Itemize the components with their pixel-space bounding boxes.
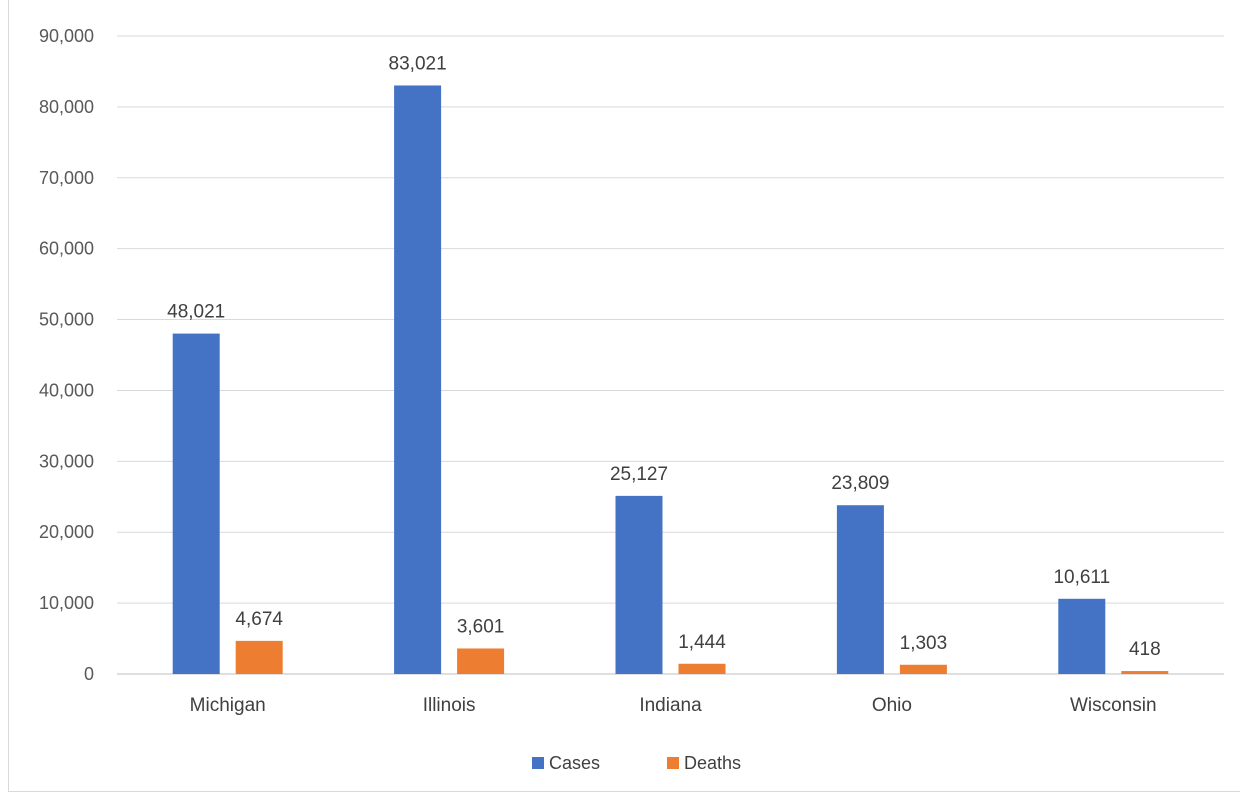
y-tick-label: 0 — [84, 664, 94, 684]
bar-deaths — [457, 648, 505, 674]
y-tick-label: 30,000 — [39, 451, 94, 471]
y-tick-label: 40,000 — [39, 380, 94, 400]
data-label: 1,444 — [678, 632, 726, 653]
y-tick-label: 70,000 — [39, 168, 94, 188]
x-tick-label: Ohio — [872, 695, 912, 716]
bar-deaths — [1121, 671, 1169, 674]
y-tick-label: 90,000 — [39, 26, 94, 46]
x-tick-label: Michigan — [190, 695, 266, 716]
bar-deaths — [678, 663, 726, 674]
data-label: 48,021 — [167, 302, 225, 323]
legend-label: Deaths — [684, 753, 741, 773]
data-label: 3,601 — [457, 616, 505, 637]
data-label: 23,809 — [831, 473, 889, 494]
data-label: 4,674 — [235, 609, 283, 630]
bar-deaths — [235, 640, 283, 674]
y-tick-label: 10,000 — [39, 593, 94, 613]
chart-frame: 0 10,000 20,000 30,000 40,000 50,000 60,000 70,… — [8, 0, 1240, 792]
x-tick-label: Indiana — [639, 695, 702, 716]
legend-label: Cases — [549, 753, 600, 773]
data-label: 83,021 — [389, 53, 447, 74]
bar-cases — [394, 85, 442, 674]
data-label: 10,611 — [1053, 567, 1110, 588]
legend-swatch-cases — [532, 757, 544, 769]
x-tick-label: Illinois — [423, 695, 476, 716]
bar-cases — [1058, 598, 1106, 674]
y-tick-label: 20,000 — [39, 522, 94, 542]
y-tick-label: 80,000 — [39, 97, 94, 117]
bar-cases — [172, 333, 220, 674]
x-tick-label: Wisconsin — [1070, 695, 1157, 716]
data-label: 1,303 — [900, 633, 948, 654]
y-tick-label: 60,000 — [39, 239, 94, 259]
data-label: 418 — [1129, 639, 1161, 660]
bar-cases — [836, 505, 884, 674]
y-tick-label: 50,000 — [39, 310, 94, 330]
legend-swatch-deaths — [667, 757, 679, 769]
bar-chart: 0 10,000 20,000 30,000 40,000 50,000 60,000 70,… — [39, 26, 1224, 773]
data-label: 25,127 — [610, 464, 668, 485]
bar-cases — [615, 495, 663, 674]
bar-deaths — [899, 664, 947, 674]
